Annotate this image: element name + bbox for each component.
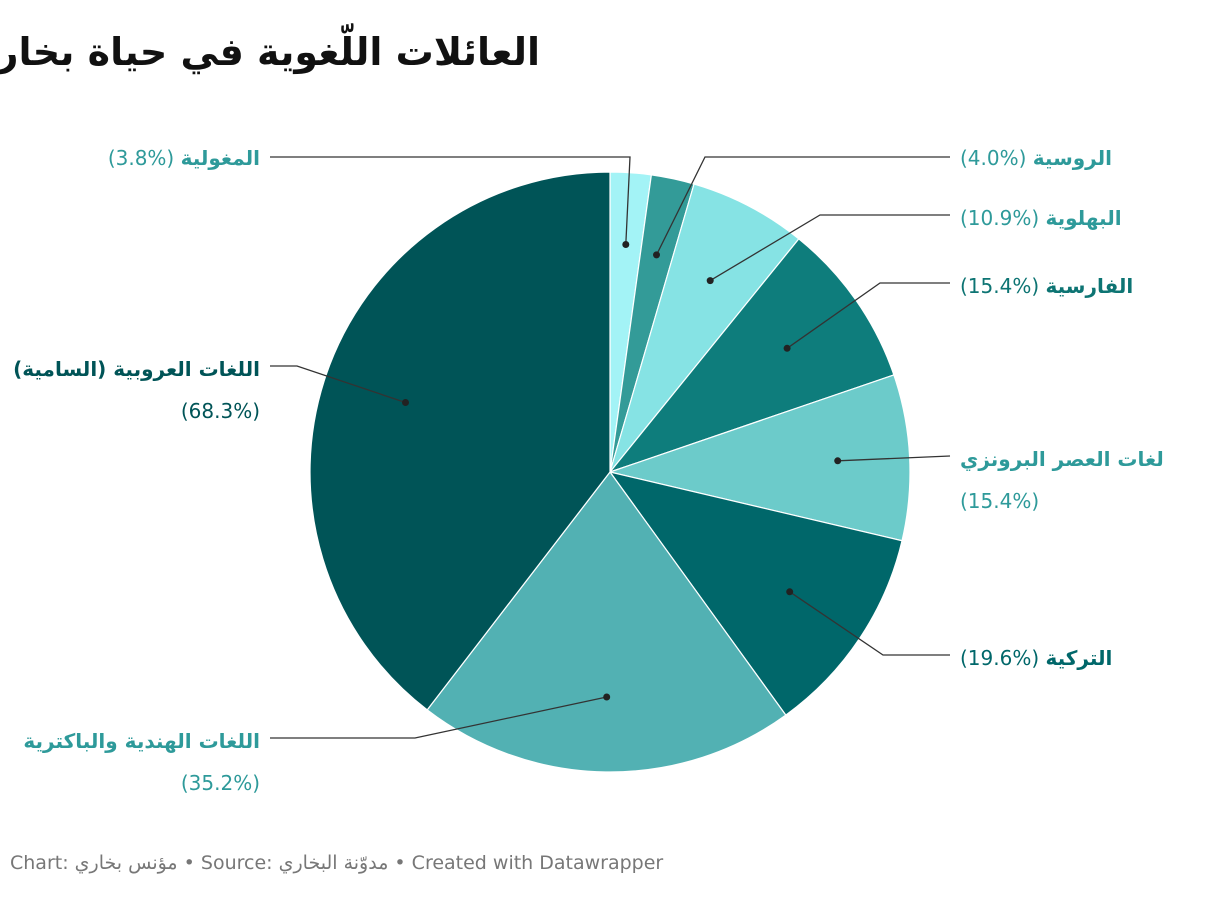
leader-dot bbox=[622, 241, 630, 248]
slice-label-value: (19.6%) bbox=[960, 646, 1046, 670]
slice-label: (10.9%) البهلوية bbox=[960, 206, 1122, 230]
slice-label-name: البهلوية bbox=[1046, 206, 1122, 230]
slice-label-name: الفارسية bbox=[1046, 274, 1134, 298]
slice-label-value: (10.9%) bbox=[960, 206, 1046, 230]
leader-dot bbox=[653, 251, 660, 259]
leader-dot bbox=[783, 344, 791, 352]
pie-slice bbox=[426, 470, 787, 773]
footer-source-prefix: Source: bbox=[200, 852, 273, 874]
leader-dot bbox=[706, 277, 714, 285]
leader-lines bbox=[270, 156, 951, 739]
slice-labels: (3.8%) المغولية (4.0%) الروسية (10.9%) الب… bbox=[13, 146, 1164, 795]
slice-label-name: الروسية bbox=[1033, 146, 1112, 170]
slice-label: لغات العصر البرونزي (15.4%) bbox=[960, 447, 1164, 513]
chart-title: العائلات اللّغوية في حياة بخارى bbox=[0, 30, 540, 74]
slice-label-name: المغولية bbox=[181, 146, 260, 170]
leader-dot bbox=[834, 457, 842, 465]
leader-line bbox=[709, 214, 950, 282]
footer-created-with: Created with Datawrapper bbox=[411, 852, 664, 874]
leader-line bbox=[270, 156, 631, 245]
slice-label: (19.6%) التركية bbox=[960, 646, 1112, 670]
slice-label-name: اللغات العروبية (السامية) bbox=[13, 357, 260, 381]
slice-label-value: (15.4%) bbox=[960, 274, 1046, 298]
slice-label-name: التركية bbox=[1046, 646, 1113, 670]
slice-label-name: اللغات الهندية والباكترية bbox=[23, 729, 260, 753]
slice-label: اللغات العروبية (السامية) (68.3%) bbox=[13, 357, 260, 423]
slice-label-value: (35.2%) bbox=[181, 771, 260, 795]
footer-separator: • bbox=[177, 852, 201, 874]
leader-line bbox=[270, 696, 607, 739]
leader-line bbox=[270, 365, 406, 404]
pie-slices bbox=[309, 171, 911, 773]
slice-label-value: (68.3%) bbox=[181, 399, 260, 423]
leader-dot bbox=[603, 693, 611, 701]
slice-label-value: (15.4%) bbox=[960, 489, 1039, 513]
slice-label: (3.8%) المغولية bbox=[108, 146, 260, 170]
slice-label: (15.4%) الفارسية bbox=[960, 274, 1133, 298]
leader-dot bbox=[402, 399, 409, 406]
slice-label: (4.0%) الروسية bbox=[960, 146, 1112, 170]
footer-separator: • bbox=[388, 852, 412, 874]
leader-line bbox=[655, 156, 950, 256]
slice-label-value: (4.0%) bbox=[960, 146, 1033, 170]
slice-label-value: (3.8%) bbox=[108, 146, 181, 170]
leader-line bbox=[789, 591, 950, 656]
slice-label: اللغات الهندية والباكترية (35.2%) bbox=[23, 729, 260, 795]
slice-label-name: لغات العصر البرونزي bbox=[960, 447, 1164, 472]
leader-dot bbox=[786, 588, 794, 596]
footer-chart-author: مؤنس بخاري bbox=[74, 852, 178, 874]
footer-chart-prefix: Chart: bbox=[10, 852, 69, 874]
chart-footer: Chart: مؤنس بخاري • Source: مدوّنة البخا… bbox=[10, 852, 663, 874]
footer-source-name: مدوّنة البخاري bbox=[278, 852, 389, 874]
leader-line bbox=[837, 455, 951, 462]
leader-line bbox=[786, 282, 950, 349]
